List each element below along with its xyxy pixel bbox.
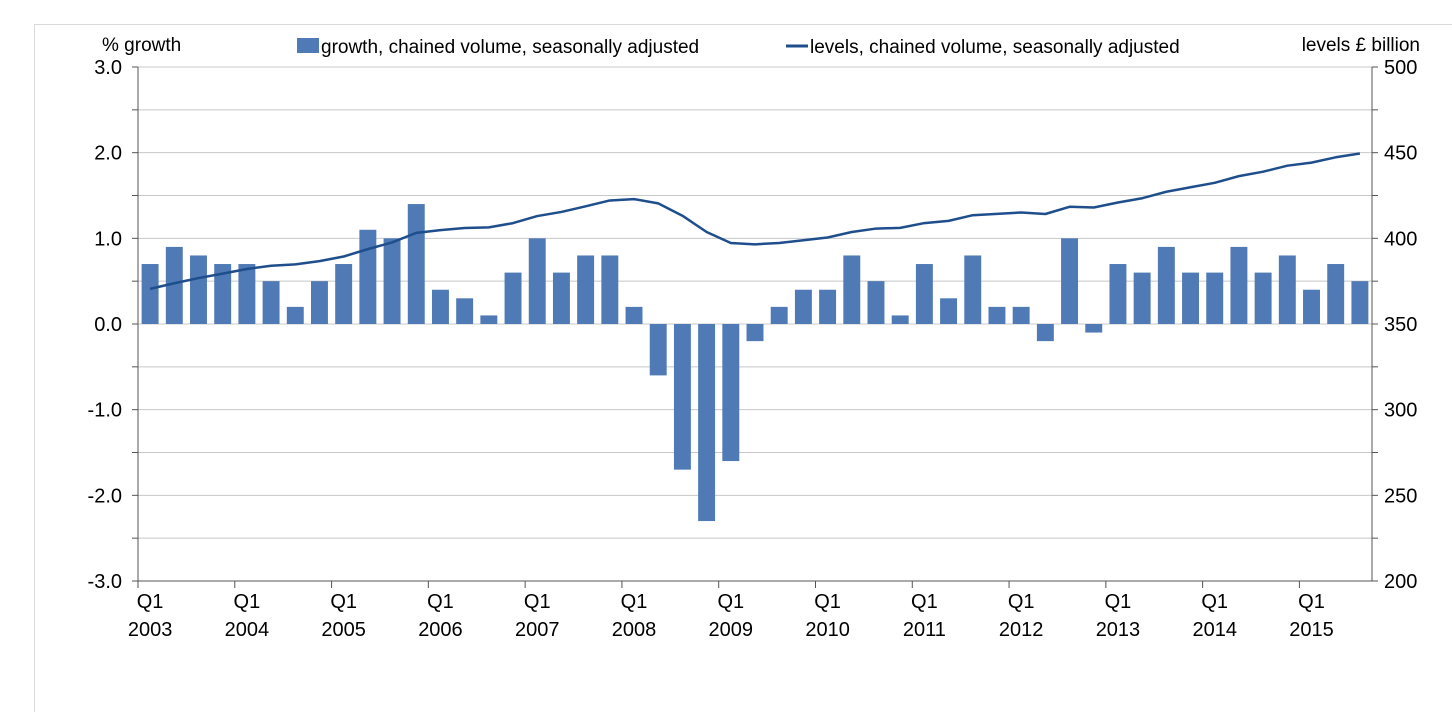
growth-bar bbox=[504, 272, 522, 324]
growth-bar bbox=[238, 264, 256, 324]
growth-bar bbox=[964, 255, 982, 324]
x-tick-year: 2011 bbox=[903, 619, 946, 641]
right-tick-label: 450 bbox=[1384, 143, 1417, 165]
growth-bar bbox=[1133, 272, 1151, 324]
growth-bar bbox=[1206, 272, 1224, 324]
x-tick-year: 2003 bbox=[128, 619, 173, 641]
growth-bar bbox=[1278, 255, 1296, 324]
growth-bar bbox=[1351, 281, 1369, 324]
x-tick-quarter: Q1 bbox=[814, 591, 841, 613]
growth-bar bbox=[1061, 238, 1079, 324]
growth-bar bbox=[1036, 324, 1054, 342]
x-tick-quarter: Q1 bbox=[1298, 591, 1325, 613]
x-tick-quarter: Q1 bbox=[1105, 591, 1132, 613]
growth-bar bbox=[1327, 264, 1345, 324]
right-tick-label: 500 bbox=[1384, 57, 1417, 79]
growth-bar bbox=[746, 324, 764, 342]
right-tick-label: 250 bbox=[1384, 485, 1417, 507]
growth-bar bbox=[1254, 272, 1272, 324]
x-tick-year: 2007 bbox=[515, 619, 560, 641]
growth-bar bbox=[528, 238, 546, 324]
x-tick-year: 2009 bbox=[709, 619, 754, 641]
growth-bar bbox=[867, 281, 885, 324]
legend-line-label: levels, chained volume, seasonally adjus… bbox=[810, 37, 1180, 58]
legend-bar-label: growth, chained volume, seasonally adjus… bbox=[321, 37, 699, 58]
left-tick-label: -3.0 bbox=[88, 571, 122, 593]
x-tick-quarter: Q1 bbox=[1008, 591, 1035, 613]
growth-bar bbox=[698, 324, 716, 522]
x-tick-year: 2012 bbox=[999, 619, 1044, 641]
growth-bar bbox=[383, 238, 401, 324]
x-tick-year: 2013 bbox=[1096, 619, 1141, 641]
growth-bar bbox=[165, 246, 183, 324]
chart-frame bbox=[34, 24, 1452, 712]
growth-bar bbox=[819, 289, 837, 324]
growth-bar bbox=[286, 306, 304, 324]
left-tick-label: -1.0 bbox=[88, 400, 122, 422]
left-tick-label: 2.0 bbox=[94, 143, 122, 165]
levels-line bbox=[149, 152, 1361, 291]
legend-bar-swatch bbox=[297, 38, 319, 53]
growth-bar bbox=[577, 255, 595, 324]
growth-bar bbox=[1182, 272, 1199, 324]
growth-bar bbox=[262, 281, 280, 324]
growth-bar bbox=[190, 255, 207, 324]
x-tick-year: 2006 bbox=[418, 619, 463, 641]
x-tick-quarter: Q1 bbox=[1201, 591, 1228, 613]
growth-bar bbox=[1085, 324, 1103, 333]
growth-bar bbox=[311, 281, 328, 324]
x-tick-year: 2014 bbox=[1192, 619, 1237, 641]
growth-bar bbox=[214, 264, 232, 324]
x-tick-year: 2010 bbox=[805, 619, 850, 641]
right-axis-title: levels £ billion bbox=[1302, 35, 1420, 56]
growth-bar bbox=[625, 306, 643, 324]
right-tick-label: 200 bbox=[1384, 571, 1417, 593]
growth-bar bbox=[770, 306, 788, 324]
growth-bar bbox=[552, 272, 570, 324]
left-tick-label: 0.0 bbox=[94, 314, 122, 336]
x-tick-year: 2008 bbox=[612, 619, 657, 641]
growth-bar bbox=[794, 289, 812, 324]
right-tick-label: 300 bbox=[1384, 400, 1417, 422]
x-tick-year: 2015 bbox=[1289, 619, 1334, 641]
growth-bar bbox=[988, 306, 1006, 324]
growth-bar bbox=[1157, 246, 1175, 324]
left-tick-label: 3.0 bbox=[94, 57, 122, 79]
left-tick-label: 1.0 bbox=[94, 228, 122, 250]
left-tick-label: -2.0 bbox=[88, 485, 122, 507]
growth-bar bbox=[940, 298, 958, 324]
growth-bar bbox=[891, 315, 909, 324]
growth-bar bbox=[335, 264, 353, 324]
x-tick-quarter: Q1 bbox=[717, 591, 744, 613]
x-tick-year: 2004 bbox=[225, 619, 270, 641]
growth-bar bbox=[431, 289, 449, 324]
x-tick-quarter: Q1 bbox=[330, 591, 357, 613]
x-tick-quarter: Q1 bbox=[911, 591, 938, 613]
growth-bar bbox=[1230, 246, 1248, 324]
right-tick-label: 350 bbox=[1384, 314, 1417, 336]
x-tick-quarter: Q1 bbox=[427, 591, 454, 613]
x-tick-year: 2005 bbox=[321, 619, 366, 641]
growth-bar bbox=[1109, 264, 1127, 324]
growth-bar bbox=[673, 324, 691, 470]
growth-bar bbox=[601, 255, 619, 324]
right-tick-label: 400 bbox=[1384, 228, 1417, 250]
x-tick-quarter: Q1 bbox=[234, 591, 261, 613]
x-tick-quarter: Q1 bbox=[137, 591, 164, 613]
growth-bar bbox=[456, 298, 474, 324]
growth-bar bbox=[915, 264, 933, 324]
growth-bar bbox=[359, 229, 377, 324]
x-tick-quarter: Q1 bbox=[524, 591, 551, 613]
growth-bar bbox=[1012, 306, 1030, 324]
x-tick-quarter: Q1 bbox=[621, 591, 648, 613]
growth-bar bbox=[141, 264, 159, 324]
growth-bar bbox=[843, 255, 861, 324]
growth-bar bbox=[1303, 289, 1320, 324]
growth-bar bbox=[480, 315, 498, 324]
growth-bar bbox=[649, 324, 667, 376]
growth-bar bbox=[722, 324, 740, 462]
left-axis-title: % growth bbox=[102, 35, 181, 56]
